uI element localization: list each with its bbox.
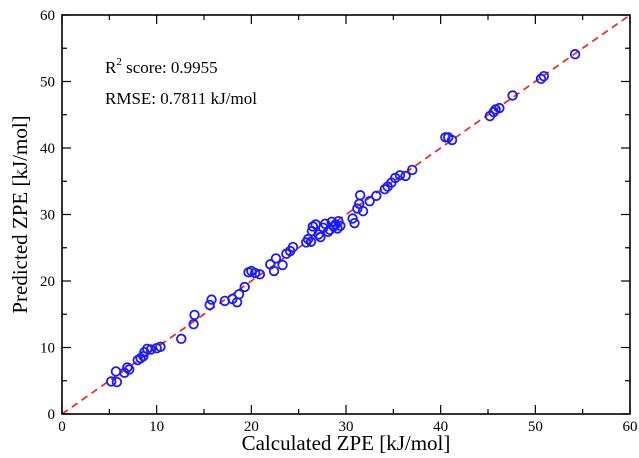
- r2-prefix: R: [105, 58, 117, 77]
- x-tick-label: 10: [149, 419, 164, 435]
- data-point: [268, 265, 280, 277]
- x-axis-title: Calculated ZPE [kJ/mol]: [242, 431, 451, 455]
- x-tick-label: 60: [623, 419, 638, 435]
- reference-line-layer: [61, 14, 631, 415]
- data-point: [145, 344, 157, 355]
- x-tick-label: 40: [433, 419, 448, 435]
- r2-superscript: 2: [116, 56, 122, 68]
- data-point: [189, 309, 200, 321]
- data-point: [535, 73, 547, 85]
- data-point: [122, 362, 133, 373]
- data-point: [355, 190, 366, 201]
- data-point: [141, 343, 153, 355]
- data-point: [233, 289, 245, 300]
- data-point: [254, 269, 266, 280]
- data-point: [176, 333, 187, 345]
- x-axis: 0 10 20 30 40 50 60: [58, 15, 638, 435]
- data-point: [302, 233, 314, 245]
- data-point: [400, 170, 411, 182]
- data-point: [249, 267, 261, 279]
- x-tick-label: 50: [528, 419, 543, 435]
- data-point: [315, 231, 326, 243]
- data-points-layer: [106, 49, 581, 388]
- data-point: [332, 223, 343, 234]
- y-axis: 0 10 20 30 40 50 60: [40, 8, 630, 423]
- data-point: [364, 195, 375, 207]
- data-point: [379, 184, 391, 195]
- y-tick-label: 10: [40, 341, 55, 357]
- data-point: [124, 364, 135, 375]
- data-point: [111, 376, 123, 388]
- data-point: [206, 294, 217, 305]
- r2-value: score: 0.9955: [122, 58, 218, 77]
- data-point: [407, 164, 418, 176]
- y-tick-label: 20: [40, 274, 55, 290]
- rmse-annotation: RMSE: 0.7811 kJ/mol: [105, 89, 257, 108]
- x-tick-label: 0: [58, 419, 66, 435]
- data-point: [446, 134, 458, 146]
- y-tick-label: 50: [40, 75, 55, 91]
- data-point: [347, 213, 358, 224]
- x-tick-label: 20: [244, 419, 259, 435]
- data-point: [287, 241, 299, 253]
- data-point: [333, 215, 344, 227]
- data-point: [349, 217, 360, 229]
- data-point: [204, 299, 215, 311]
- data-point: [270, 253, 282, 264]
- data-point: [569, 49, 581, 60]
- data-point: [106, 376, 117, 387]
- y-tick-label: 30: [40, 208, 55, 224]
- data-point: [313, 229, 324, 240]
- y-tick-label: 40: [40, 141, 55, 157]
- data-point: [352, 203, 363, 214]
- data-point: [357, 205, 369, 217]
- data-point: [239, 281, 250, 293]
- data-point: [507, 90, 518, 101]
- data-point: [335, 220, 346, 232]
- x-tick-label: 30: [339, 419, 354, 435]
- data-point: [305, 236, 317, 247]
- data-point: [538, 70, 550, 82]
- data-point: [494, 102, 505, 114]
- y-axis-title: Predicted ZPE [kJ/mol]: [8, 115, 32, 313]
- data-point: [371, 190, 382, 202]
- data-point: [155, 341, 166, 353]
- data-point: [394, 170, 406, 181]
- r2-score-annotation: R2 score: 0.9955: [105, 56, 218, 77]
- y-tick-label: 60: [40, 8, 55, 24]
- data-point: [322, 226, 334, 237]
- y-tick-label: 0: [48, 407, 56, 423]
- reference-line: [61, 14, 631, 415]
- data-point: [277, 259, 288, 271]
